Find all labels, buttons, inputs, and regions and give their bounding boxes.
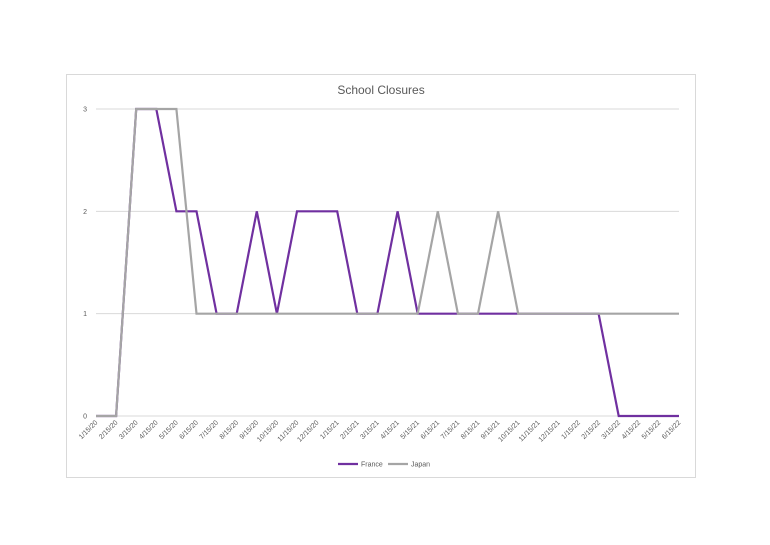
chart-frame xyxy=(66,74,696,478)
x-tick-label: 2/15/21 xyxy=(339,419,361,441)
x-tick-label: 7/15/20 xyxy=(199,419,221,441)
x-tick-label: 4/15/20 xyxy=(138,419,160,441)
y-axis-ticks: 0 1 2 3 xyxy=(83,107,87,421)
y-tick-label: 3 xyxy=(83,107,87,114)
x-tick-label: 12/15/21 xyxy=(538,419,562,443)
x-tick-label: 1/15/21 xyxy=(319,419,341,441)
x-tick-label: 2/15/20 xyxy=(98,419,120,441)
x-tick-label: 10/15/21 xyxy=(497,419,521,443)
x-tick-label: 8/15/20 xyxy=(219,419,241,441)
chart-title: School Closures xyxy=(337,83,424,97)
x-tick-label: 5/15/22 xyxy=(641,419,663,441)
x-tick-label: 12/15/20 xyxy=(296,419,320,443)
x-tick-label: 5/15/20 xyxy=(158,419,180,441)
y-tick-label: 1 xyxy=(83,311,87,318)
x-tick-label: 4/15/21 xyxy=(379,419,401,441)
series-lines xyxy=(96,107,679,418)
x-tick-label: 4/15/22 xyxy=(621,419,643,441)
legend: France Japan xyxy=(338,462,430,469)
y-tick-label: 2 xyxy=(83,209,87,216)
x-tick-label: 3/15/22 xyxy=(601,419,623,441)
y-tick-label: 0 xyxy=(83,414,87,421)
legend-label-japan: Japan xyxy=(411,462,430,469)
legend-label-france: France xyxy=(361,462,383,469)
x-tick-label: 3/15/21 xyxy=(359,419,381,441)
series-line-france xyxy=(96,107,679,418)
x-tick-label: 6/15/22 xyxy=(661,419,683,441)
x-tick-label: 7/15/21 xyxy=(440,419,462,441)
x-tick-label: 8/15/21 xyxy=(460,419,482,441)
x-tick-label: 1/15/20 xyxy=(78,419,100,441)
x-tick-label: 2/15/22 xyxy=(581,419,603,441)
x-tick-label: 6/15/20 xyxy=(178,419,200,441)
x-tick-label: 5/15/21 xyxy=(400,419,422,441)
x-tick-label: 6/15/21 xyxy=(420,419,442,441)
x-tick-label: 1/15/22 xyxy=(560,419,582,441)
series-line-japan xyxy=(96,107,679,418)
x-tick-label: 3/15/20 xyxy=(118,419,140,441)
x-tick-label: 10/15/20 xyxy=(256,419,280,443)
x-axis-ticks: 1/15/202/15/203/15/204/15/205/15/206/15/… xyxy=(78,419,683,443)
